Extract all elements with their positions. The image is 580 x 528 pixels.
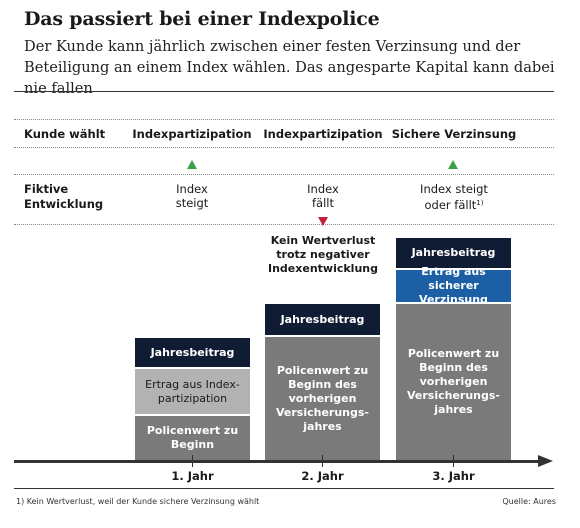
year-label-2: 2. Jahr [301, 469, 344, 483]
arrow-up-icon [448, 160, 458, 169]
box-policenwert-1: Policenwert zu Beginn [135, 416, 250, 460]
arrow-up-icon [187, 160, 197, 169]
arrow-down-icon [318, 217, 328, 226]
page-title: Das passiert bei einer Indexpolice [24, 8, 380, 30]
timeline-tick [453, 455, 454, 467]
box-ertrag-index-1: Ertrag aus Index­partizipation [135, 369, 250, 414]
trend-text-3: Index steigt oder fällt1) [420, 182, 488, 212]
divider [14, 147, 554, 148]
column-choice-2: Indexpartizipation [263, 127, 383, 141]
box-jahresbeitrag-2: Jahresbeitrag [265, 304, 380, 335]
trend-text-2: Index fällt [307, 182, 339, 210]
footnote-marker: 1) [476, 199, 484, 207]
divider [14, 119, 554, 120]
box-jahresbeitrag-3: Jahresbeitrag [396, 238, 511, 268]
divider [14, 174, 554, 175]
box-jahresbeitrag-1: Jahresbeitrag [135, 338, 250, 367]
timeline-axis [14, 460, 541, 463]
timeline-tick [192, 455, 193, 467]
box-policenwert-2: Policenwert zu Beginn des vorherigen Ver… [265, 337, 380, 460]
no-loss-note: Kein Wertverlust trotz negativer Indexen… [268, 234, 378, 275]
bottom-rule [14, 488, 554, 489]
box-policenwert-3: Policenwert zu Beginn des vorherigen Ver… [396, 304, 511, 460]
column-choice-3: Sichere Verzinsung [391, 127, 517, 141]
source-credit: Quelle: Aures [502, 497, 556, 506]
page-subtitle: Der Kunde kann jährlich zwischen einer f… [24, 38, 555, 97]
box-ertrag-verzinsung-3: Ertrag aus sicherer Verzinsung [396, 265, 511, 306]
timeline-arrowhead-icon [538, 455, 553, 467]
footnote: 1) Kein Wertverlust, weil der Kunde sich… [16, 497, 260, 506]
divider [14, 224, 554, 225]
row-label-fiktive-entwicklung: Fiktive Entwicklung [24, 182, 104, 211]
row-label-kunde-waehlt: Kunde wählt [24, 127, 106, 141]
year-label-3: 3. Jahr [432, 469, 475, 483]
top-rule [14, 91, 554, 92]
year-label-1: 1. Jahr [171, 469, 214, 483]
timeline-tick [322, 455, 323, 467]
trend-text-1: Index steigt [175, 182, 209, 210]
column-choice-1: Indexpartizipation [132, 127, 252, 141]
